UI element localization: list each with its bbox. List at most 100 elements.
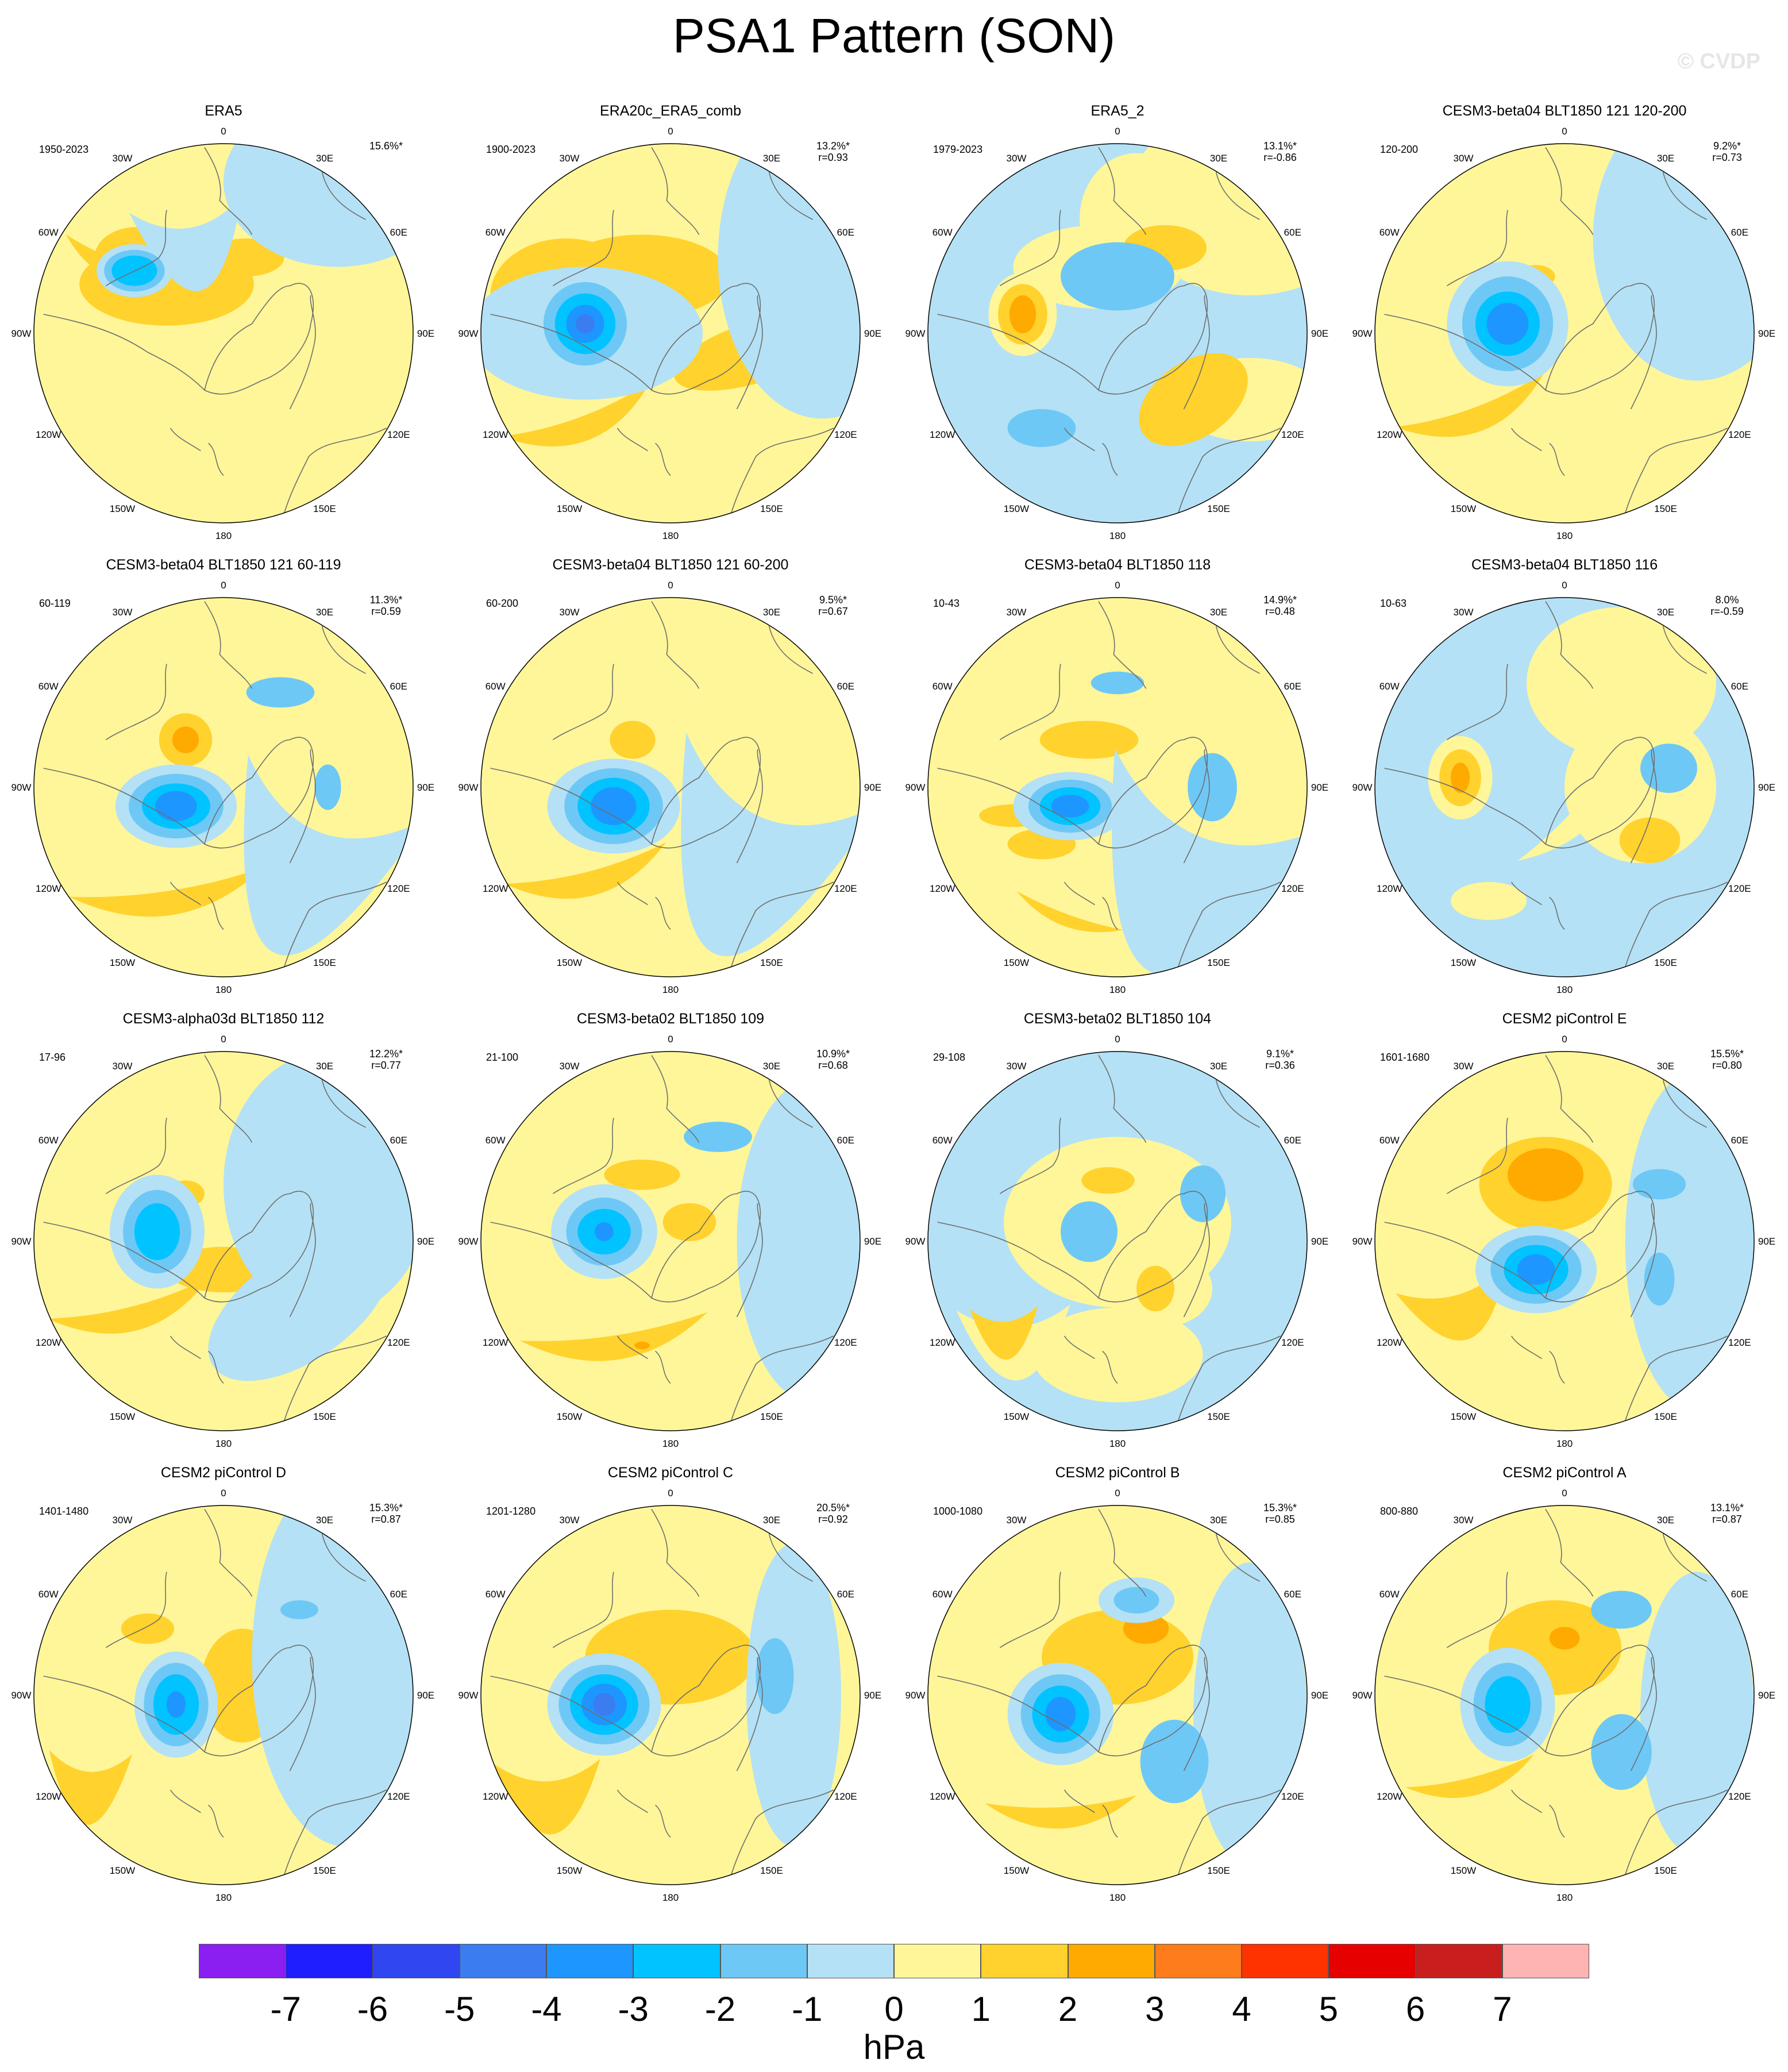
longitude-label: 0 [1562,1488,1567,1499]
longitude-label: 0 [221,580,226,591]
anomaly-contour [592,1693,616,1716]
longitude-label: 120E [1728,1337,1751,1348]
longitude-label: 30W [560,1515,580,1526]
continent-outline [1098,1509,1147,1597]
longitude-label: 30E [1210,1515,1227,1526]
longitude-label: 120W [930,1791,955,1802]
continent-outline [1545,1055,1594,1143]
continent-outline [289,1203,316,1318]
longitude-label: 180 [215,1892,232,1903]
continent-outline [204,601,253,689]
continent-outline [1098,737,1208,849]
longitude-label: 30W [113,1515,133,1526]
continent-outline [1510,1789,1542,1813]
panel-stats: 13.1%* r=-0.86 [1246,140,1315,163]
map-panel: CESM3-beta04 BLT1850 121 120-200 120-200 9… [1341,0,1788,541]
continent-outline [552,664,614,741]
longitude-label: 150E [313,1865,336,1876]
longitude-label: 60W [932,1589,953,1600]
longitude-label: 150E [1654,1865,1677,1876]
continent-outline [105,1118,167,1195]
anomaly-band [681,732,860,957]
longitude-label: 60W [38,681,59,692]
panel-stats: 14.9%* r=0.48 [1246,594,1315,617]
continent-outline [43,314,205,391]
panel-variance: 20.5%* [816,1502,850,1513]
map-panel: ERA5_2 1979-2023 13.1%* r=-0.86 0 30E 60E 90E 12… [894,0,1341,541]
panel-title: CESM3-beta04 BLT1850 121 120-200 [1442,103,1687,119]
longitude-label: 60E [390,681,407,692]
longitude-label: 30W [113,153,133,164]
anomaly-contour [1619,817,1681,863]
longitude-label: 90W [905,1690,926,1701]
panel-correlation: r=0.92 [818,1513,848,1525]
panel-stats: 10.9%* r=0.68 [799,1048,868,1071]
polar-map: 0 30E 60E 90E 120E 150E 180 150W 120W 90W 60W 30W [1352,1034,1776,1449]
map-panel-grid: ERA5 1950-2023 15.6%* 0 30E 60E 90E 120E 150E 180… [0,0,1788,1903]
continent-outline [1624,881,1728,968]
longitude-label: 90E [1311,782,1328,793]
continent-outline [651,147,700,235]
continent-outline [289,749,316,864]
map-panel: CESM2 piControl D 1401-1480 15.3%* r=0.87 0 3… [0,1362,447,1903]
continent-outline [1624,1789,1728,1875]
panel-years: 60-119 [39,598,71,609]
polar-map: 0 30E 60E 90E 120E 150E 180 150W 120W 90W 60W 30W [11,1034,435,1449]
longitude-label: 30W [113,1061,133,1072]
longitude-label: 30E [1657,153,1674,164]
anomaly-contour [1632,1169,1686,1200]
continent-outline [1630,295,1657,410]
panel-correlation: r=0.73 [1712,152,1742,163]
longitude-label: 150E [1207,957,1230,968]
continent-outline [552,1572,614,1649]
longitude-label: 150E [760,503,783,514]
anomaly-contour [1140,1719,1209,1804]
map-border [480,1505,861,1885]
colorbar-tick-label: 2 [1058,1990,1078,2028]
longitude-label: 180 [1556,984,1573,995]
panel-years: 21-100 [486,1052,519,1063]
longitude-label: 0 [1562,580,1567,591]
panel-correlation: r=0.67 [818,606,848,617]
continent-outline [655,1804,671,1838]
longitude-label: 150W [110,503,135,514]
longitude-label: 60W [932,227,953,238]
continent-outline [1510,428,1542,452]
anomaly-band [969,1305,1038,1360]
continent-outline [1384,1676,1546,1753]
colorbar-tick-label: 5 [1319,1990,1338,2028]
continent-outline [937,314,1099,391]
map-panel: CESM3-beta04 BLT1850 121 60-200 60-200 9.5… [447,454,894,995]
panel-variance: 12.2%* [369,1048,403,1060]
continent-outline [552,1118,614,1195]
continent-outline [1662,1534,1707,1582]
longitude-label: 30W [1007,153,1027,164]
map-border [927,1505,1308,1885]
longitude-label: 60W [1379,681,1400,692]
longitude-label: 90E [864,328,881,339]
longitude-label: 150W [557,957,582,968]
longitude-label: 90E [417,1690,434,1701]
panel-years: 1401-1480 [39,1505,89,1517]
continent-outline [105,664,167,741]
anomaly-contour [1039,721,1139,759]
map-border [927,597,1308,977]
anomaly-contour [1640,1572,1754,1857]
longitude-label: 60E [390,1589,407,1600]
anomaly-contour [155,791,197,822]
continent-outline [768,1534,813,1582]
continent-outline [169,881,201,906]
longitude-label: 150W [1004,957,1029,968]
colorbar-tick-label: -3 [618,1990,649,2028]
map-panel: CESM3-beta02 BLT1850 104 29-108 9.1%* r=0.3… [894,908,1341,1449]
map-panel: CESM2 piControl E 1601-1680 15.5%* r=0.80 0 3… [1341,908,1788,1449]
panel-title: CESM3-beta02 BLT1850 104 [1023,1011,1212,1027]
longitude-label: 30W [1007,607,1027,618]
continent-outline [1549,442,1565,476]
polar-map: 0 30E 60E 90E 120E 150E 180 150W 120W 90W 60W 30W [11,1488,435,1903]
continent-outline [730,428,834,514]
continent-outline [208,1350,224,1384]
panel-years: 17-96 [39,1052,66,1063]
continent-outline [1384,768,1546,845]
panel-correlation: r=0.80 [1712,1060,1742,1071]
